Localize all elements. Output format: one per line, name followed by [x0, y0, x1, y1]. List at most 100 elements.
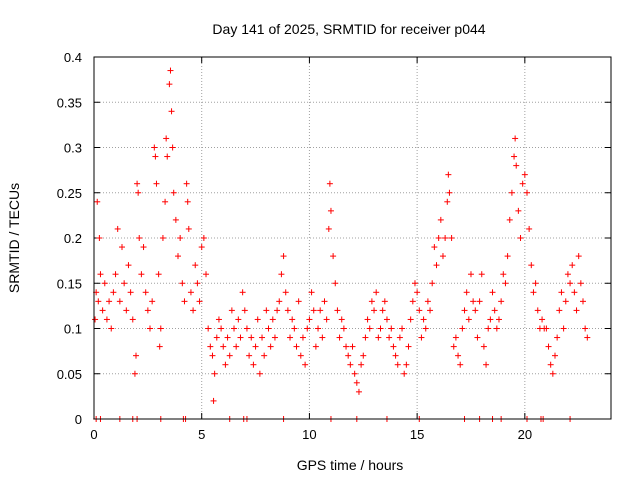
data-point: [94, 198, 101, 205]
data-point: [577, 280, 584, 287]
data-point: [321, 298, 328, 305]
data-point: [508, 189, 515, 196]
chart-title: Day 141 of 2025, SRMTID for receiver p04…: [212, 21, 485, 37]
data-point: [205, 325, 212, 332]
data-point: [312, 343, 319, 350]
data-point: [239, 289, 246, 296]
data-point: [97, 271, 104, 278]
x-tick-label: 0: [90, 427, 97, 442]
data-point: [564, 271, 571, 278]
x-axis: 0 5 10 15 20: [90, 57, 532, 442]
data-point: [399, 325, 406, 332]
data-point: [373, 289, 380, 296]
data-point: [476, 298, 483, 305]
data-point: [534, 307, 541, 314]
data-point: [545, 343, 552, 350]
data-point: [129, 316, 136, 323]
data-point: [326, 180, 333, 187]
data-point: [401, 370, 408, 377]
data-point: [526, 225, 533, 232]
plot-frame: [93, 56, 612, 420]
data-point: [138, 271, 145, 278]
data-point: [136, 235, 143, 241]
data-point: [278, 271, 285, 278]
data-point: [267, 343, 274, 350]
data-point: [429, 280, 436, 287]
data-point: [511, 153, 518, 160]
data-point: [457, 361, 464, 368]
data-point: [523, 189, 530, 196]
data-point: [567, 280, 574, 287]
data-point: [237, 334, 244, 341]
data-point: [306, 316, 313, 323]
data-point: [584, 334, 591, 341]
data-point: [416, 307, 423, 314]
data-point: [368, 298, 375, 305]
data-point: [183, 180, 190, 187]
data-point: [185, 225, 192, 232]
data-point: [485, 325, 492, 332]
data-point: [424, 298, 431, 305]
data-point: [532, 280, 539, 287]
x-axis-label: GPS time / hours: [297, 457, 404, 473]
data-point: [215, 316, 222, 323]
data-point: [256, 370, 263, 377]
data-point: [147, 325, 154, 332]
data-point: [108, 325, 115, 332]
data-point: [157, 325, 164, 332]
data-point: [134, 180, 141, 187]
data-point: [562, 298, 569, 305]
data-point: [409, 298, 416, 305]
data-point: [302, 361, 309, 368]
data-point: [358, 361, 365, 368]
data-point: [556, 307, 563, 314]
data-point: [265, 325, 272, 332]
data-point: [386, 334, 393, 341]
data-point: [472, 307, 479, 314]
data-point: [530, 289, 537, 296]
data-point: [135, 189, 142, 196]
data-point: [308, 289, 315, 296]
data-point: [210, 397, 217, 404]
data-point: [575, 253, 582, 260]
data-point: [450, 343, 457, 350]
data-point: [506, 216, 513, 223]
data-point: [549, 370, 556, 377]
data-point: [336, 334, 343, 341]
data-point: [317, 307, 324, 314]
data-point: [140, 244, 147, 251]
x-tick-label: 10: [302, 427, 316, 442]
data-point: [101, 280, 108, 287]
data-point: [315, 325, 322, 332]
data-point: [125, 262, 132, 269]
data-point: [153, 180, 160, 187]
data-point: [519, 180, 526, 187]
data-point: [502, 280, 509, 287]
data-point: [446, 189, 453, 196]
data-point: [190, 307, 197, 314]
y-axis-label: SRMTID / TECUs: [6, 183, 22, 293]
data-point: [418, 334, 425, 341]
data-point: [203, 271, 210, 278]
data-point: [500, 271, 507, 278]
data-point: [207, 343, 214, 350]
data-point: [332, 280, 339, 287]
data-point: [483, 361, 490, 368]
data-point: [106, 298, 113, 305]
y-tick-label: 0.4: [64, 50, 82, 65]
data-point: [162, 198, 169, 205]
data-point: [263, 307, 270, 314]
data-point: [543, 325, 550, 332]
data-point: [414, 289, 421, 296]
data-point: [110, 289, 117, 296]
data-point: [371, 307, 378, 314]
data-point: [179, 280, 186, 287]
y-tick-label: 0.05: [57, 367, 82, 382]
data-point: [338, 316, 345, 323]
data-point: [274, 307, 281, 314]
data-point: [131, 370, 138, 377]
data-point: [459, 325, 466, 332]
data-point: [92, 316, 99, 323]
data-point: [200, 235, 207, 241]
